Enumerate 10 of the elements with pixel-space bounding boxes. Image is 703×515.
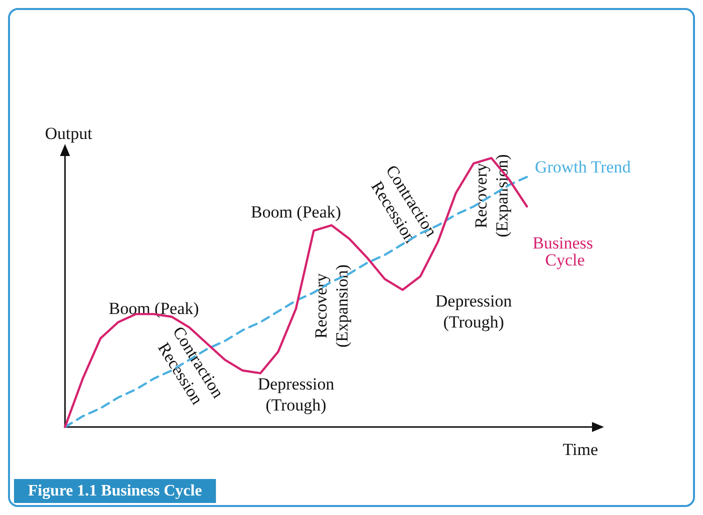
y-axis-title: Output: [45, 124, 92, 143]
series-label: Growth Trend: [534, 157, 632, 176]
series-label: Business Cycle: [532, 233, 598, 270]
annotation: Depression (Trough): [435, 291, 512, 332]
x-axis-title: Time: [562, 440, 598, 459]
text: Figure 1.1 Business Cycle: [28, 482, 202, 500]
annotation: Recovery (Expansion): [312, 264, 352, 348]
annotation: Recovery (Expansion): [471, 154, 512, 238]
annotation: Depression (Trough): [258, 374, 335, 415]
annotation: Boom (Peak): [250, 202, 342, 222]
